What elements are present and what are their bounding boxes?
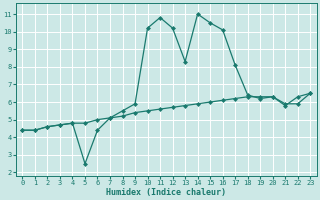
X-axis label: Humidex (Indice chaleur): Humidex (Indice chaleur)	[106, 188, 226, 197]
